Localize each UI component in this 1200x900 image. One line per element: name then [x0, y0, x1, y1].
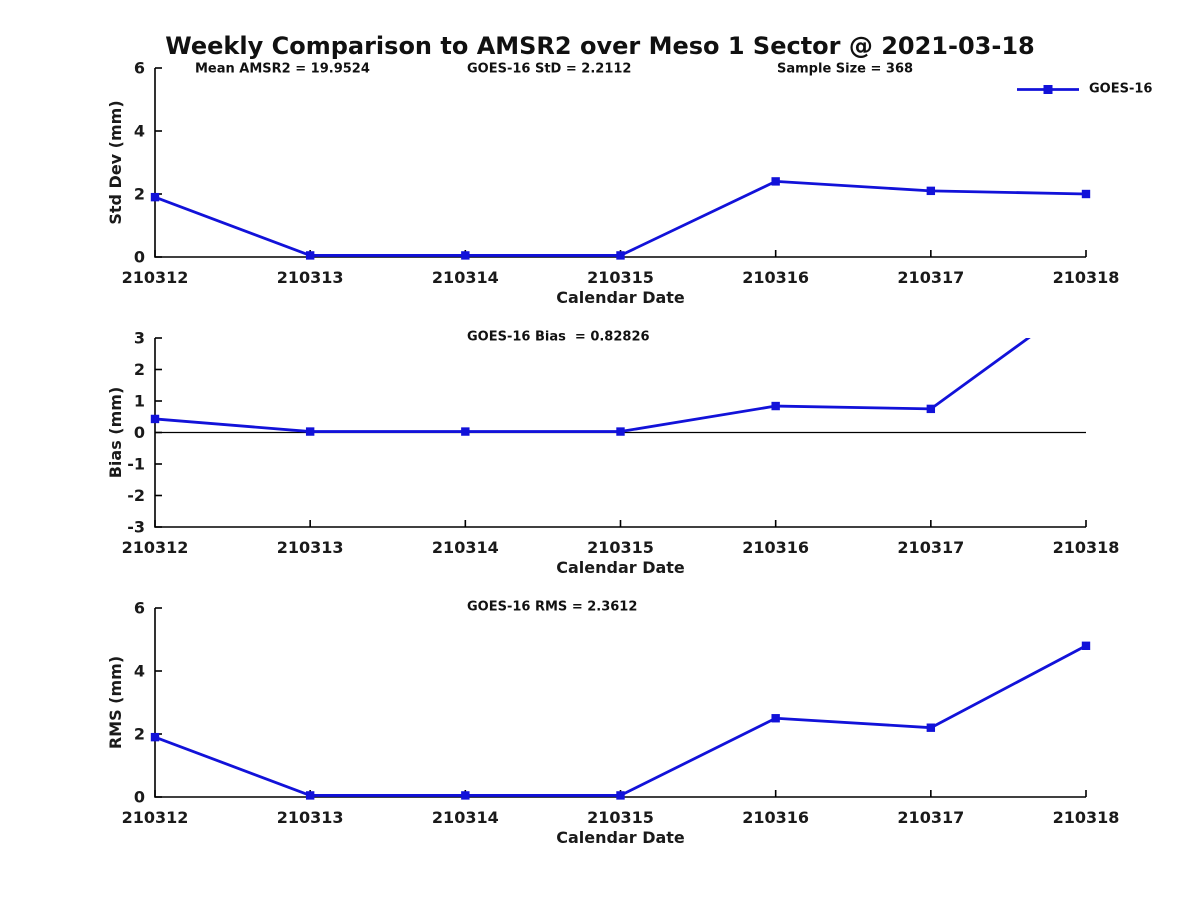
y-tick-label: 2: [134, 185, 145, 204]
x-tick-label: 210313: [277, 808, 344, 827]
x-tick-label: 210312: [122, 538, 189, 557]
x-tick-label: 210316: [742, 538, 809, 557]
data-point-marker: [771, 714, 780, 723]
legend-label: GOES-16: [1089, 81, 1153, 97]
x-tick-label: 210318: [1053, 538, 1120, 557]
x-tick-label: 210316: [742, 808, 809, 827]
data-point-marker: [461, 251, 470, 260]
y-axis-label: Bias (mm): [106, 387, 125, 479]
x-tick-label: 210318: [1053, 268, 1120, 287]
y-tick-label: 0: [134, 788, 145, 807]
x-tick-label: 210313: [277, 538, 344, 557]
x-tick-label: 210317: [897, 538, 964, 557]
y-tick-label: 1: [134, 392, 145, 411]
x-tick-label: 210318: [1053, 808, 1120, 827]
y-axis-label: RMS (mm): [106, 656, 125, 749]
series-goes-16: [150, 641, 1091, 800]
x-tick-label: 210314: [432, 268, 499, 287]
x-tick-label: 210313: [277, 268, 344, 287]
subplot-bias: 210312 210313 210314 210315 210316 210317 2103…: [106, 292, 1120, 577]
data-point-marker: [926, 404, 936, 414]
data-point-marker: [616, 427, 625, 436]
y-tick-label: 4: [134, 122, 145, 141]
annotation-mean-amsr2: Mean AMSR2 = 19.9524: [195, 61, 370, 77]
x-tick-label: 210315: [587, 808, 654, 827]
annotation-sample-size: Sample Size = 368: [777, 61, 914, 77]
x-tick-label: 210315: [587, 268, 654, 287]
data-point-marker: [771, 401, 780, 411]
y-tick-label: 0: [134, 423, 145, 442]
annotation-goes16-bias: GOES-16 Bias = 0.82826: [467, 329, 650, 345]
y-tick-label: 2: [134, 725, 145, 744]
subplot-std: 210312 210313 210314 210315 210316 210317 2103…: [106, 59, 1119, 307]
y-axis-label: Std Dev (mm): [106, 100, 125, 224]
y-tick-label: 4: [134, 662, 145, 681]
legend-line-sample: [1017, 84, 1079, 94]
data-point-marker: [461, 427, 470, 436]
y-tick-label: 2: [134, 360, 145, 379]
data-point-marker: [926, 186, 936, 196]
axis-spines: [154, 608, 1086, 798]
data-point-marker: [771, 177, 780, 186]
data-point-marker: [305, 791, 315, 800]
data-point-marker: [150, 414, 160, 424]
x-tick-label: 210314: [432, 808, 499, 827]
data-point-marker: [1081, 641, 1091, 650]
x-axis-label: Calendar Date: [556, 288, 685, 307]
data-point-marker: [150, 732, 160, 742]
y-tick-label: 6: [134, 59, 145, 78]
y-tick-label: -3: [127, 518, 145, 537]
x-tick-label: 210315: [587, 538, 654, 557]
y-tick-label: 3: [134, 329, 145, 348]
data-point-marker: [461, 791, 470, 800]
y-tick-label: 0: [134, 248, 145, 267]
x-tick-label: 210317: [897, 808, 964, 827]
annotation-goes16-rms: GOES-16 RMS = 2.3612: [467, 599, 638, 615]
axis-spines: [154, 68, 1086, 258]
data-point-marker: [616, 251, 625, 260]
data-point-marker: [150, 192, 160, 202]
series-goes-16: [150, 177, 1091, 260]
data-point-marker: [1082, 292, 1090, 300]
x-tick-label: 210316: [742, 268, 809, 287]
data-point-marker: [305, 251, 315, 260]
y-tick-label: -2: [127, 486, 145, 505]
subplot-rms: 210312 210313 210314 210315 210316 210317 2103…: [106, 599, 1119, 847]
legend: GOES-16: [1015, 82, 1152, 97]
x-tick-label: 210317: [897, 268, 964, 287]
data-point-marker: [616, 791, 625, 800]
annotation-goes16-std: GOES-16 StD = 2.2112: [467, 61, 632, 77]
data-line: [154, 644, 1087, 797]
data-line: [154, 179, 1087, 257]
data-point-marker: [1081, 189, 1091, 199]
x-tick-label: 210312: [122, 268, 189, 287]
series-goes-16: [150, 292, 1090, 436]
data-point-marker: [305, 427, 315, 436]
x-tick-label: 210312: [122, 808, 189, 827]
data-point-marker: [926, 723, 936, 732]
x-axis-label: Calendar Date: [556, 558, 685, 577]
y-tick-label: -1: [127, 455, 145, 474]
x-axis-label: Calendar Date: [556, 828, 685, 847]
data-line: [154, 338, 1031, 433]
x-tick-label: 210314: [432, 538, 499, 557]
y-tick-label: 6: [134, 599, 145, 618]
figure-title: Weekly Comparison to AMSR2 over Meso 1 S…: [165, 32, 1035, 60]
